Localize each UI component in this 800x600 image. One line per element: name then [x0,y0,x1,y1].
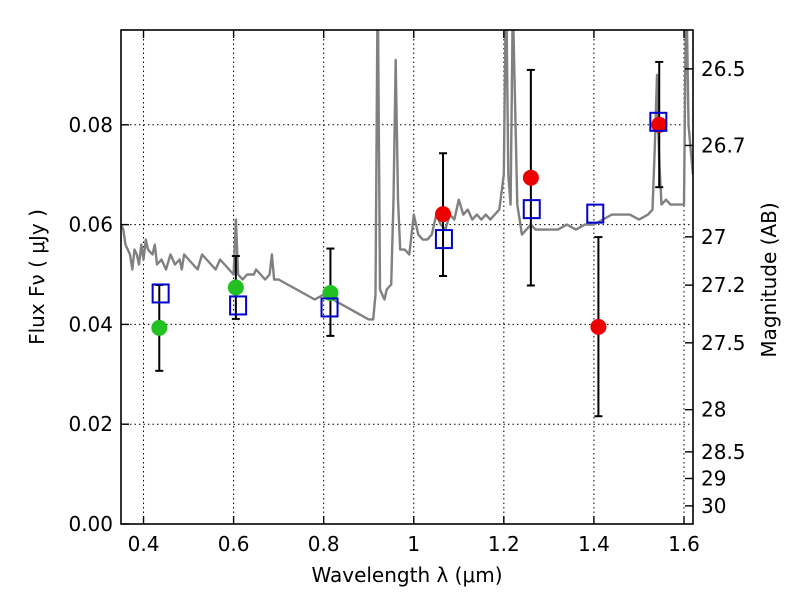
model-square-marker [649,111,668,132]
model-square-marker [434,229,453,250]
model-square-marker [320,297,339,318]
right-tick-label: 28 [701,398,726,422]
y-tick-label: 0.00 [68,512,113,536]
x-tick-label: 1.6 [668,532,700,556]
x-tick-label: 0.8 [308,532,340,556]
right-tick-label: 29 [701,466,726,490]
right-tick-label: 27 [701,225,726,249]
right-axis-label: Magnitude (AB) [757,202,781,357]
right-tick-label: 27.2 [701,273,746,297]
red-data-point [522,169,539,186]
x-tick-label: 1.4 [578,532,610,556]
x-tick-label: 1 [407,532,420,556]
green-data-point [322,284,339,301]
right-tick-label: 26.7 [701,133,746,157]
y-tick-label: 0.08 [68,113,113,137]
spectrum-line [121,30,693,321]
axes: 0.4 0.6 0.8 1 1.2 1.4 1.6 0.00 0.02 0.04 0.06 0.08 2… [68,30,746,556]
y-tick-label: 0.02 [68,412,113,436]
grid-lines [121,30,693,525]
model-square-marker [151,283,170,304]
green-data-point [227,279,244,296]
x-axis-label: Wavelength λ (μm) [311,563,502,587]
y-tick-label: 0.04 [68,312,113,336]
red-data-point [590,318,607,335]
model-square-marker [522,199,541,220]
red-data-point [435,206,452,223]
x-tick-label: 1.2 [488,532,520,556]
right-tick-label: 30 [701,494,726,518]
model-square-marker [586,203,605,224]
x-tick-label: 0.6 [218,532,250,556]
x-tick-label: 0.4 [128,532,160,556]
right-tick-label: 28.5 [701,440,746,464]
right-tick-label: 26.5 [701,57,746,81]
model-square-marker [229,295,248,316]
y-axis-label: Flux Fν ( μJy ) [25,209,49,345]
red-data-point [651,116,668,133]
plot-frame [120,29,694,525]
green-data-point [151,319,168,336]
plot-area [121,30,693,418]
right-tick-label: 27.5 [701,331,746,355]
y-tick-label: 0.06 [68,213,113,237]
